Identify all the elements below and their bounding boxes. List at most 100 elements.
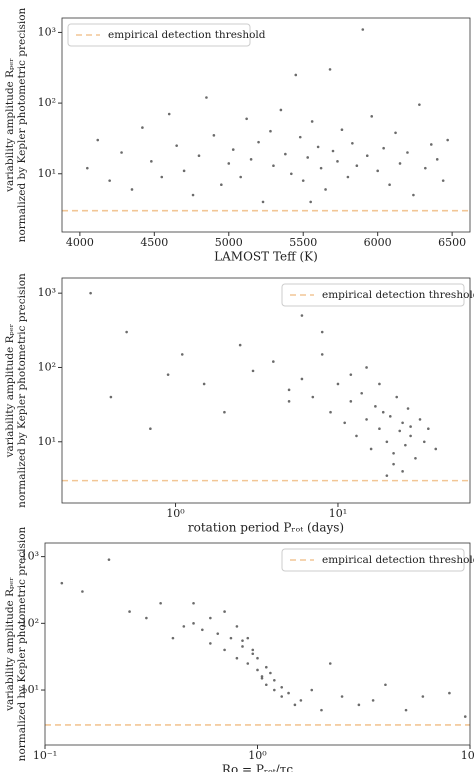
- point: [365, 418, 368, 421]
- point: [414, 456, 417, 460]
- point: [287, 691, 290, 695]
- y-tick-label: 10²: [21, 616, 39, 629]
- point: [269, 129, 272, 133]
- point: [421, 695, 425, 698]
- point: [235, 625, 239, 628]
- x-tick-label: 10¹: [329, 507, 347, 520]
- point: [107, 558, 111, 561]
- point: [202, 382, 206, 386]
- point: [448, 691, 451, 695]
- point: [320, 708, 323, 712]
- point: [388, 415, 392, 418]
- point: [223, 410, 226, 414]
- point: [381, 410, 385, 414]
- point: [89, 291, 92, 295]
- point: [167, 112, 171, 116]
- point: [406, 151, 409, 154]
- point: [382, 146, 385, 150]
- point: [301, 179, 305, 182]
- point: [261, 200, 265, 204]
- point: [370, 115, 374, 118]
- point: [418, 418, 422, 421]
- y-tick-label: 10¹: [38, 167, 56, 180]
- point: [429, 143, 433, 146]
- y-axis-label: variability amplitude Rₚₑᵣ: [4, 58, 16, 193]
- point: [343, 421, 346, 425]
- point: [293, 703, 297, 707]
- y-tick-label: 10²: [38, 96, 56, 109]
- y-tick-label: 10³: [21, 550, 39, 563]
- point: [388, 183, 391, 187]
- point: [409, 434, 412, 438]
- y-tick-label: 10²: [38, 360, 56, 373]
- point: [320, 330, 324, 334]
- point: [320, 353, 324, 356]
- point: [398, 162, 402, 165]
- point: [404, 708, 408, 712]
- point: [246, 662, 250, 665]
- point: [378, 427, 381, 430]
- point: [279, 108, 283, 112]
- y-tick-label: 10³: [38, 25, 56, 38]
- point: [150, 160, 153, 163]
- axes-frame: [61, 17, 471, 233]
- x-tick-label: 6500: [438, 236, 466, 249]
- point: [310, 688, 314, 692]
- point: [256, 656, 259, 660]
- point: [384, 683, 387, 687]
- x-tick-label: 6000: [364, 236, 392, 249]
- point: [192, 601, 195, 605]
- point: [287, 400, 291, 403]
- point: [309, 200, 312, 204]
- x-axis-label: Ro = Pᵣₒₜ/τc: [222, 763, 293, 772]
- point: [349, 400, 353, 403]
- point: [141, 126, 144, 129]
- axes-frame: [61, 277, 471, 504]
- point: [272, 164, 275, 168]
- point: [369, 447, 373, 451]
- point: [273, 678, 276, 682]
- point: [109, 395, 113, 399]
- point: [328, 68, 332, 71]
- y-tick-label: 10³: [38, 286, 56, 299]
- point: [311, 395, 315, 399]
- point: [182, 625, 186, 628]
- point: [171, 636, 175, 640]
- legend-label: empirical detection threshold: [322, 554, 474, 566]
- point: [96, 138, 100, 142]
- point: [357, 703, 361, 707]
- point: [360, 391, 363, 395]
- point: [424, 166, 427, 170]
- point: [434, 447, 438, 451]
- point: [300, 377, 304, 381]
- point: [340, 695, 344, 698]
- point: [284, 152, 287, 156]
- point: [159, 601, 162, 605]
- y-axis-label: variability amplitude Rₚₑᵣ: [4, 323, 16, 458]
- point: [235, 656, 239, 660]
- point: [394, 131, 397, 135]
- point: [239, 175, 242, 179]
- point: [86, 166, 89, 170]
- point: [130, 188, 134, 191]
- point: [220, 183, 223, 187]
- y-axis-label: normalized by Kepler photometric precisi…: [16, 273, 28, 508]
- x-tick-label: 5000: [215, 236, 243, 249]
- point: [273, 688, 276, 692]
- point: [365, 154, 369, 158]
- point: [401, 421, 404, 425]
- point: [319, 166, 323, 170]
- point: [349, 373, 353, 376]
- point: [125, 330, 128, 334]
- point: [260, 675, 264, 678]
- point: [329, 410, 332, 414]
- axes-frame: [44, 542, 471, 746]
- legend-box: [281, 283, 465, 307]
- point: [256, 668, 259, 672]
- legend-label: empirical detection threshold: [322, 289, 474, 301]
- point: [376, 169, 379, 173]
- point: [316, 145, 320, 149]
- point: [241, 639, 244, 642]
- point: [446, 138, 449, 142]
- point: [392, 462, 395, 466]
